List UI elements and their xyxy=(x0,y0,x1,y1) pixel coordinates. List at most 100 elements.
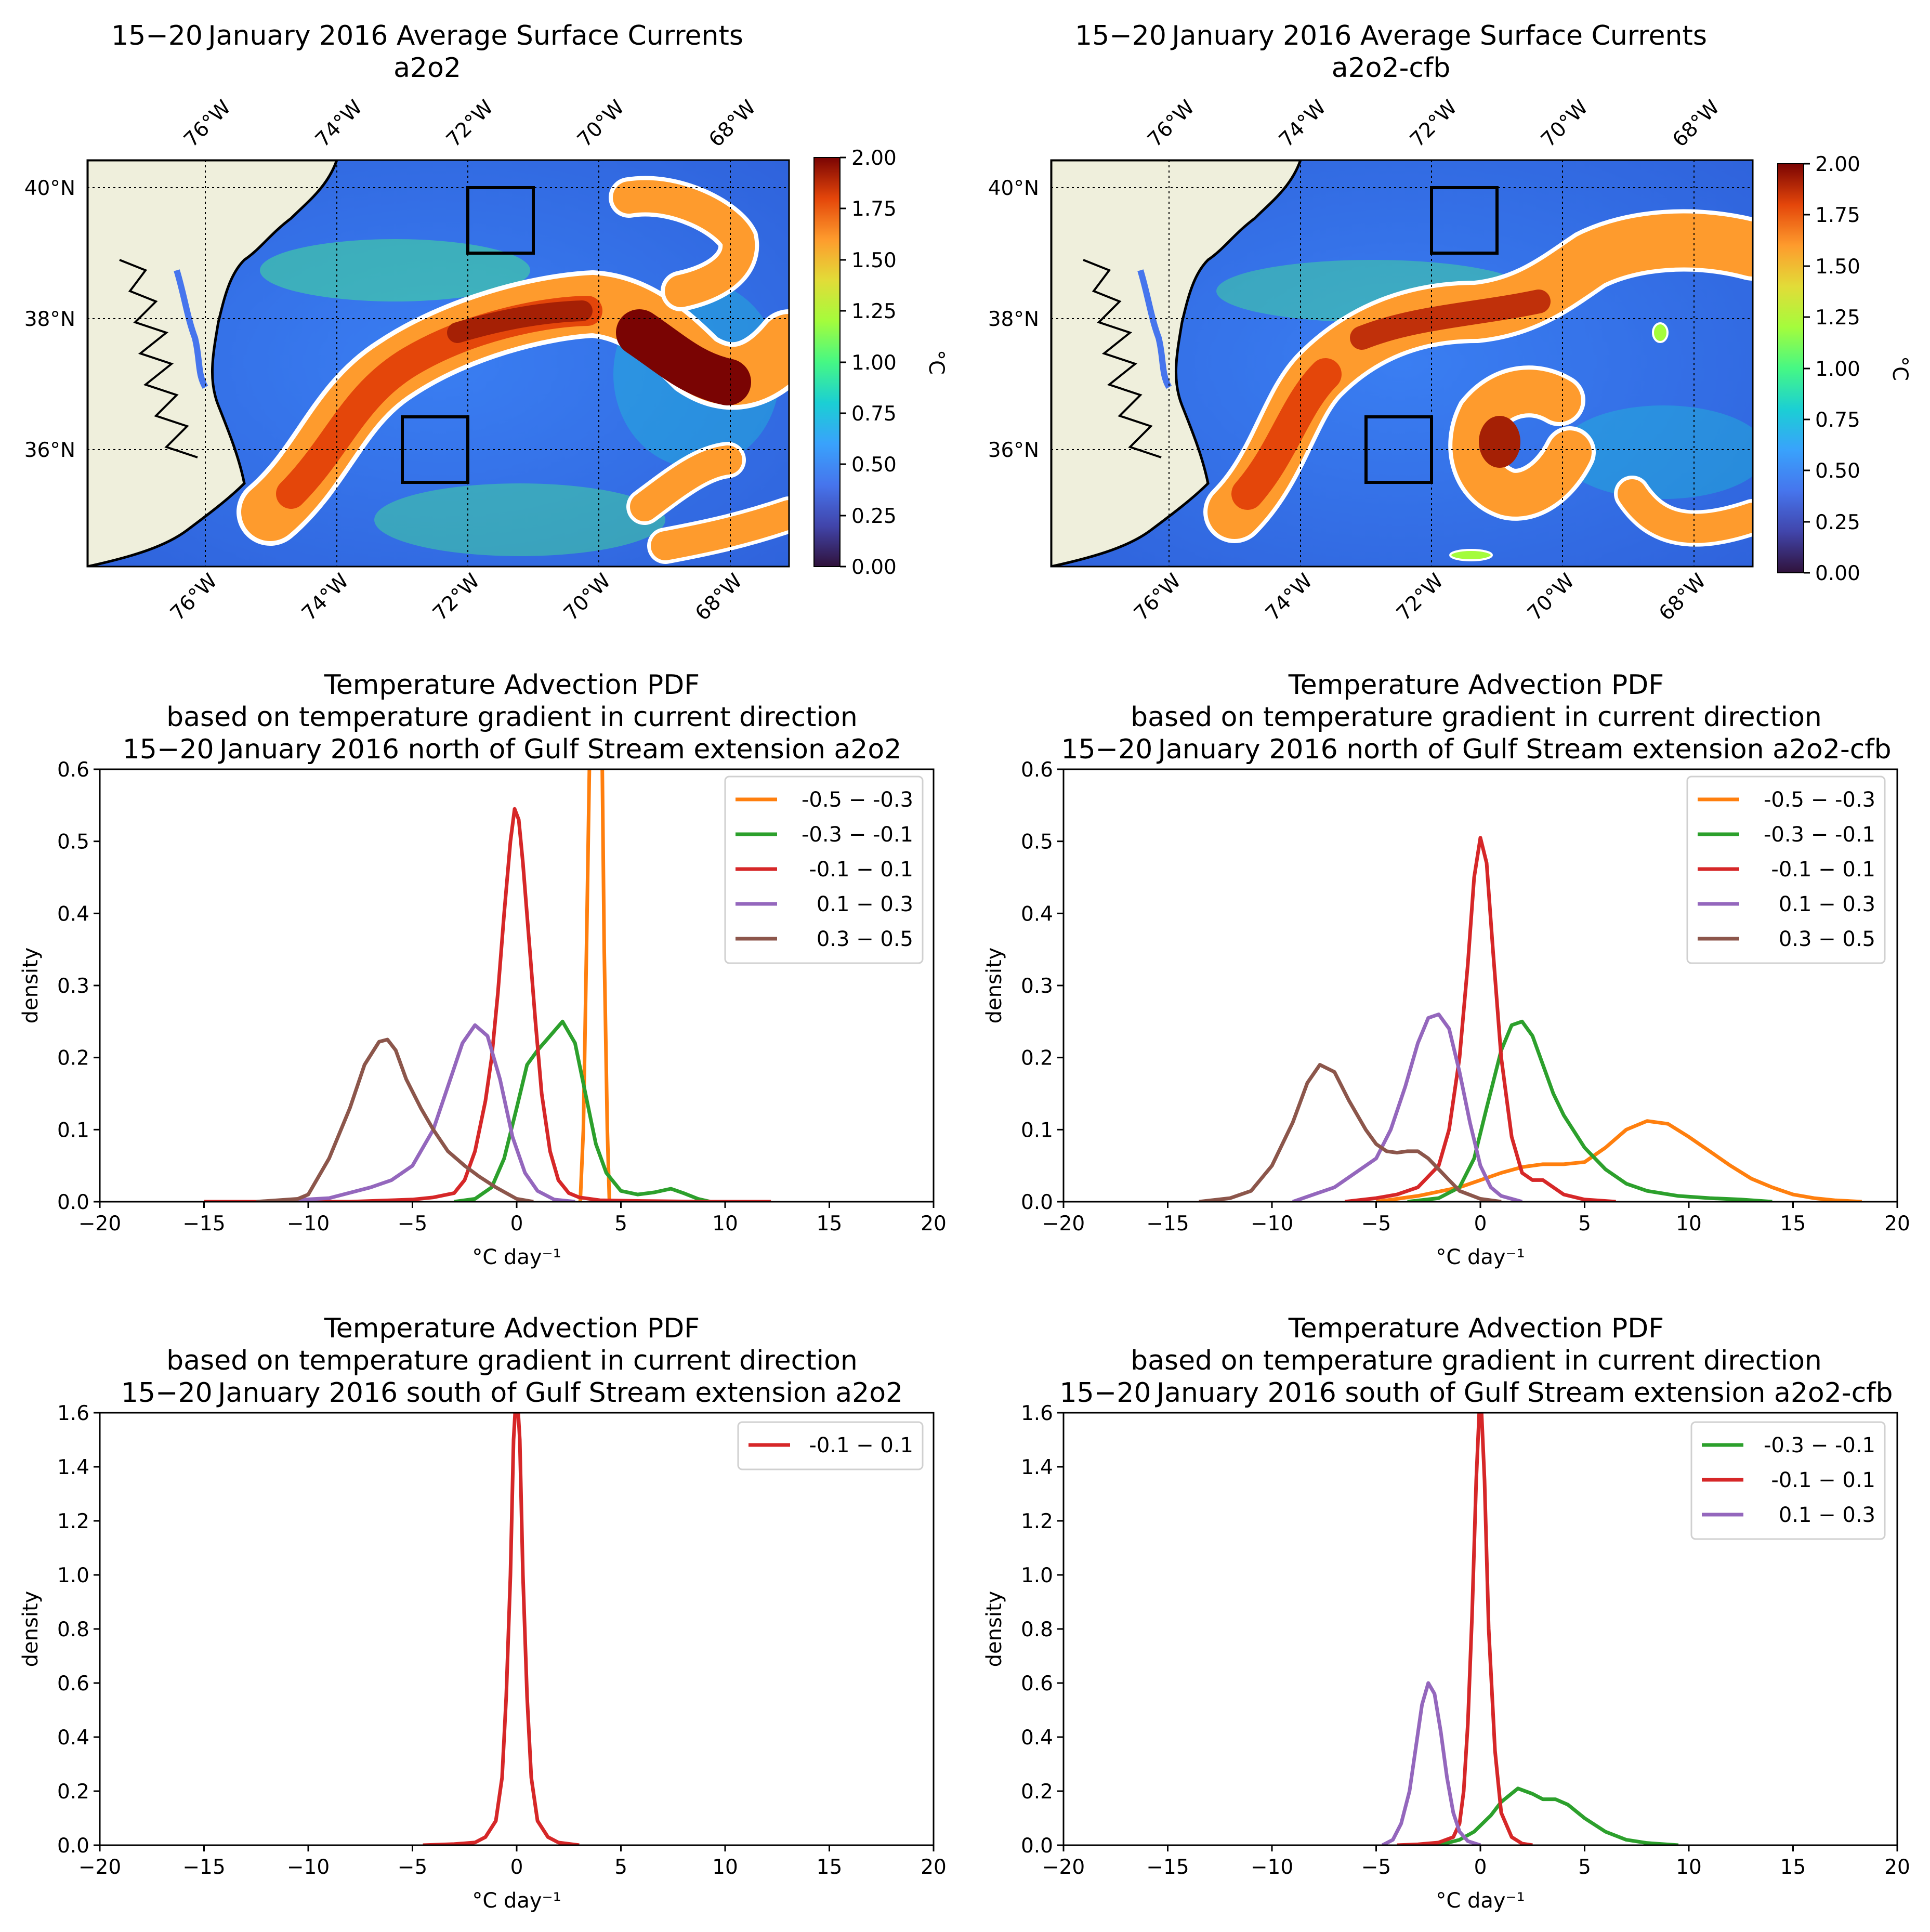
legend-label: 0.3 − 0.5 xyxy=(1779,927,1875,951)
chart-title-line: 15−20 January 2016 south of Gulf Stream … xyxy=(1060,1377,1893,1409)
lon-tick-top: 74°W xyxy=(311,96,367,152)
x-tick-label: 15 xyxy=(817,1212,843,1236)
map-title-line1: 15−20 January 2016 Average Surface Curre… xyxy=(1075,20,1707,51)
land xyxy=(1051,160,1302,567)
colorbar-tick-label: 2.00 xyxy=(1815,153,1860,176)
x-tick-label: 5 xyxy=(614,1212,627,1236)
colorbar xyxy=(813,157,841,567)
colorbar-tick-label: 1.25 xyxy=(1815,306,1860,330)
x-tick-label: −5 xyxy=(398,1856,428,1879)
x-tick-label: 10 xyxy=(1676,1856,1702,1879)
chart-title-line: based on temperature gradient in current… xyxy=(166,1345,858,1376)
lon-tick-bottom: 74°W xyxy=(297,569,353,625)
x-tick-label: −5 xyxy=(398,1212,428,1236)
chart-title-line: Temperature Advection PDF xyxy=(324,669,700,701)
chart-title-line: 15−20 January 2016 north of Gulf Stream … xyxy=(1061,734,1891,765)
gridlines xyxy=(87,160,789,567)
lon-tick-top: 70°W xyxy=(573,96,629,152)
colorbar-tick-label: 0.50 xyxy=(851,453,897,477)
coastline-detail xyxy=(1083,259,1162,458)
series-line xyxy=(423,1413,580,1845)
lon-tick-bottom: 72°W xyxy=(428,569,484,625)
colorbar-tick-label: 0.75 xyxy=(1815,409,1860,432)
colorbar-tick-label: 0.75 xyxy=(851,402,897,426)
map-frame xyxy=(86,159,790,568)
y-tick-label: 1.6 xyxy=(57,1402,89,1425)
box-north xyxy=(466,186,535,255)
pdf-panels: Temperature Advection PDF based on temper… xyxy=(19,669,1910,1913)
lon-tick-top: 68°W xyxy=(704,96,760,152)
series-line xyxy=(204,807,771,1202)
legend-label: -0.5 − -0.3 xyxy=(1764,788,1875,812)
y-tick-label: 0.0 xyxy=(1021,1191,1053,1214)
series-line xyxy=(256,1037,534,1202)
chesapeake-bay xyxy=(1137,269,1172,389)
series-line xyxy=(1428,1786,1679,1845)
chart-title-line: 15−20 January 2016 north of Gulf Stream … xyxy=(123,734,902,765)
chart-title-line: Temperature Advection PDF xyxy=(1288,1313,1664,1344)
series-group xyxy=(204,769,771,1202)
y-axis-label: density xyxy=(982,948,1006,1024)
legend-box xyxy=(1686,776,1886,964)
lon-tick-bottom: 68°W xyxy=(1655,569,1711,625)
filament xyxy=(630,445,742,521)
series-line xyxy=(1376,1119,1862,1202)
x-tick-label: −20 xyxy=(78,1856,121,1879)
x-tick-label: −15 xyxy=(182,1856,225,1879)
chesapeake-bay xyxy=(174,269,208,389)
lon-tick-top: 74°W xyxy=(1275,96,1331,152)
colorbar-ticks xyxy=(840,156,846,568)
x-tick-label: −5 xyxy=(1361,1856,1391,1879)
legend-label: -0.3 − -0.1 xyxy=(1764,823,1875,847)
series-line xyxy=(1381,1681,1481,1845)
x-tick-label: −20 xyxy=(1042,1212,1085,1236)
y-tick-label: 1.0 xyxy=(57,1564,89,1587)
series-group xyxy=(1381,1413,1679,1845)
legend-box xyxy=(737,1421,924,1470)
map-title-line2: a2o2 xyxy=(393,52,461,84)
y-tick-label: 0.2 xyxy=(57,1780,89,1804)
y-tick-label: 0.1 xyxy=(57,1119,89,1142)
filament xyxy=(651,500,789,560)
x-tick-label: 20 xyxy=(1884,1212,1910,1236)
lon-tick-bottom: 68°W xyxy=(691,569,747,625)
colorbar-tick-label: 1.75 xyxy=(851,198,897,221)
x-axis-label: °C day⁻¹ xyxy=(472,1889,561,1913)
x-tick-label: 5 xyxy=(614,1856,627,1879)
lon-tick-top: 76°W xyxy=(179,96,235,152)
x-tick-label: −15 xyxy=(1146,1856,1189,1879)
legend-label: 0.1 − 0.3 xyxy=(1779,1503,1875,1527)
y-tick-label: 1.6 xyxy=(1021,1402,1053,1425)
gulf-stream-core xyxy=(1350,290,1551,350)
legend: -0.3 − -0.1 -0.1 − 0.1 0.1 − 0.3 xyxy=(1690,1421,1886,1540)
weak-current-patch xyxy=(374,483,665,556)
colorbar-tick-label: 0.00 xyxy=(1815,562,1860,585)
series-line xyxy=(1397,1413,1533,1845)
small-eddy xyxy=(1449,549,1493,561)
y-tick-label: 0.4 xyxy=(57,902,89,926)
legend-label: -0.1 − 0.1 xyxy=(1771,1468,1875,1492)
y-tick-label: 0.6 xyxy=(57,758,89,782)
x-axis-label: °C day⁻¹ xyxy=(1436,1889,1525,1913)
x-tick-label: 5 xyxy=(1578,1212,1591,1236)
x-tick-label: 0 xyxy=(510,1212,523,1236)
colorbar-tick-label: 0.25 xyxy=(851,505,897,528)
legend: -0.5 − -0.3 -0.3 − -0.1 -0.1 − 0.1 0.1 − 0.… xyxy=(1686,776,1886,964)
y-tick-label: 0.4 xyxy=(1021,1726,1053,1750)
lon-tick-top: 68°W xyxy=(1668,96,1724,152)
series-line xyxy=(1292,1013,1523,1202)
colorbar-tick-label: 1.00 xyxy=(851,351,897,375)
series-group xyxy=(423,1413,580,1845)
legend: -0.5 − -0.3 -0.3 − -0.1 -0.1 − 0.1 0.1 − 0.… xyxy=(724,776,924,964)
colorbar-label: °C xyxy=(1888,356,1912,381)
x-tick-label: −5 xyxy=(1361,1212,1391,1236)
x-tick-label: 0 xyxy=(1474,1856,1487,1879)
y-tick-label: 0.5 xyxy=(1021,831,1053,854)
y-tick-label: 0.5 xyxy=(57,831,89,854)
series-line xyxy=(1199,1063,1502,1202)
colorbar-tick-label: 1.50 xyxy=(851,249,897,272)
y-tick-label: 0.8 xyxy=(1021,1618,1053,1641)
legend-label: 0.1 − 0.3 xyxy=(1779,892,1875,916)
y-axis-label: density xyxy=(19,948,43,1024)
